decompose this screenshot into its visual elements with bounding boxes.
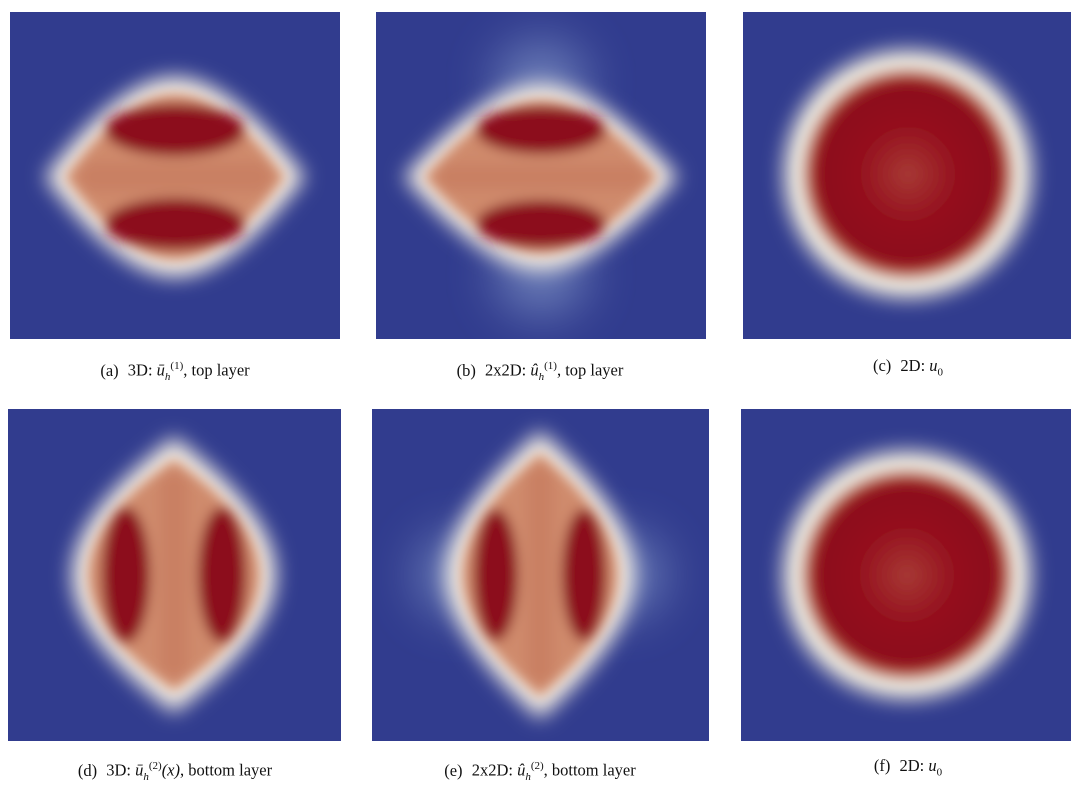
caption-a-label: (a) bbox=[100, 360, 119, 380]
caption-b-symbol: û bbox=[530, 360, 539, 380]
caption-f-sub: 0 bbox=[936, 766, 943, 779]
caption-a: (a) 3D: ūh(1), top layer bbox=[5, 355, 345, 388]
caption-d-suffix: , bottom layer bbox=[180, 760, 273, 780]
caption-d-arg: (x) bbox=[161, 760, 181, 780]
caption-d-prefix: 3D: bbox=[106, 760, 131, 780]
caption-b-suffix: , top layer bbox=[556, 360, 624, 380]
panel-a-image bbox=[10, 12, 340, 339]
caption-a-sup: (1) bbox=[170, 360, 184, 372]
caption-f-label: (f) bbox=[873, 756, 891, 775]
caption-c-prefix: 2D: bbox=[900, 356, 926, 375]
caption-d: (d) 3D: ūh(2)(x), bottom layer bbox=[5, 755, 345, 788]
caption-b: (b) 2x2D: ûh(1), top layer bbox=[370, 355, 710, 388]
caption-a-symbol: ū bbox=[156, 360, 165, 380]
caption-f-prefix: 2D: bbox=[899, 756, 925, 775]
caption-e-sup: (2) bbox=[530, 760, 544, 772]
caption-e-symbol: û bbox=[517, 760, 526, 780]
caption-c-symbol: u bbox=[929, 356, 938, 375]
panel-c-image bbox=[743, 12, 1071, 339]
caption-f: (f) 2D: u0 bbox=[738, 755, 1071, 783]
caption-d-symbol: ū bbox=[135, 760, 144, 780]
caption-b-sup: (1) bbox=[544, 360, 557, 372]
caption-c-label: (c) bbox=[872, 356, 892, 375]
caption-c-sub: 0 bbox=[937, 366, 944, 379]
caption-d-sup: (2) bbox=[148, 760, 162, 772]
caption-e-prefix: 2x2D: bbox=[471, 760, 513, 780]
caption-e-label: (e) bbox=[444, 760, 463, 780]
caption-b-sub: h bbox=[538, 370, 545, 383]
panel-b-image bbox=[376, 12, 706, 339]
caption-b-prefix: 2x2D: bbox=[484, 360, 527, 380]
caption-a-sub: h bbox=[164, 370, 171, 383]
caption-f-symbol: u bbox=[928, 756, 937, 775]
caption-e: (e) 2x2D: ûh(2), bottom layer bbox=[370, 755, 710, 788]
caption-b-label: (b) bbox=[456, 360, 476, 380]
caption-a-suffix: , top layer bbox=[183, 360, 250, 380]
caption-a-prefix: 3D: bbox=[127, 360, 153, 380]
panel-f-image bbox=[741, 409, 1071, 741]
panel-d-image bbox=[8, 409, 341, 741]
caption-d-sub: h bbox=[143, 770, 149, 783]
caption-d-label: (d) bbox=[77, 760, 98, 780]
caption-e-sub: h bbox=[525, 770, 531, 783]
caption-c: (c) 2D: u0 bbox=[738, 355, 1071, 383]
panel-e-image bbox=[372, 409, 709, 741]
caption-e-suffix: , bottom layer bbox=[543, 760, 636, 780]
